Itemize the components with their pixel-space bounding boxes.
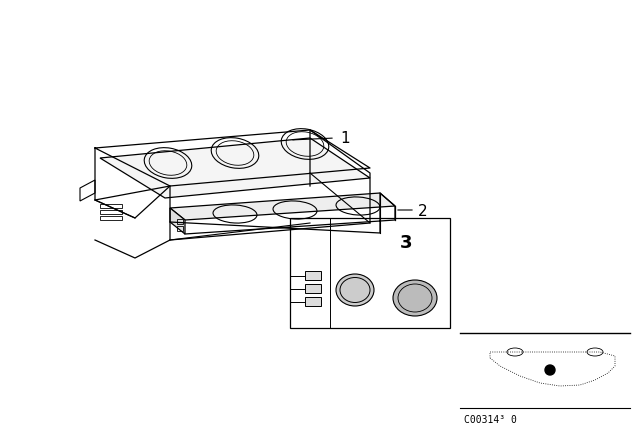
- Text: 3: 3: [400, 234, 413, 252]
- Polygon shape: [100, 138, 370, 198]
- Bar: [100, 216, 122, 220]
- Bar: [290, 218, 450, 328]
- Circle shape: [545, 365, 555, 375]
- Bar: [177, 219, 183, 224]
- Bar: [305, 284, 321, 293]
- Bar: [305, 271, 321, 280]
- Text: 1: 1: [340, 130, 349, 146]
- Bar: [305, 297, 321, 306]
- Text: C00314³ 0: C00314³ 0: [463, 415, 516, 425]
- Bar: [177, 226, 183, 231]
- Polygon shape: [170, 208, 185, 234]
- Bar: [100, 210, 122, 214]
- Ellipse shape: [336, 274, 374, 306]
- Text: 2: 2: [418, 203, 428, 219]
- Polygon shape: [170, 193, 395, 220]
- Bar: [100, 204, 122, 208]
- Ellipse shape: [393, 280, 437, 316]
